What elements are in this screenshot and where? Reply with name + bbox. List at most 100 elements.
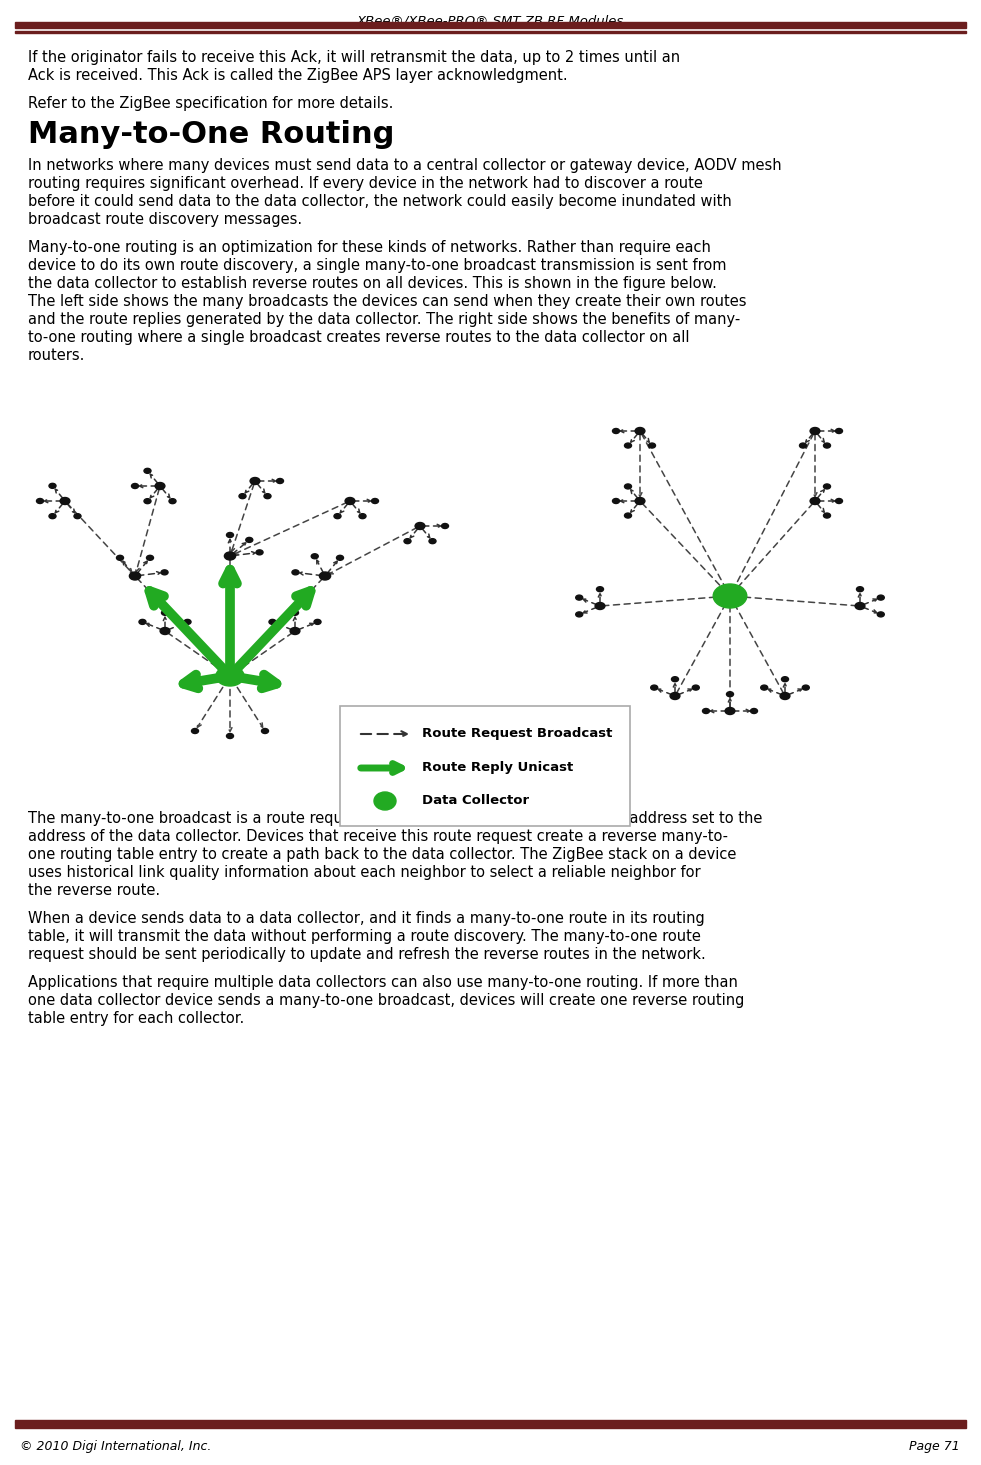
Text: Applications that require multiple data collectors can also use many-to-one rout: Applications that require multiple data … (28, 976, 738, 990)
Ellipse shape (314, 620, 321, 624)
Ellipse shape (702, 709, 709, 713)
Text: broadcast route discovery messages.: broadcast route discovery messages. (28, 212, 302, 227)
Ellipse shape (648, 442, 655, 448)
Ellipse shape (836, 498, 843, 504)
Ellipse shape (291, 611, 298, 615)
Text: request should be sent periodically to update and refresh the reverse routes in : request should be sent periodically to u… (28, 946, 705, 963)
Text: device to do its own route discovery, a single many-to-one broadcast transmissio: device to do its own route discovery, a … (28, 258, 727, 272)
Ellipse shape (216, 667, 244, 686)
Ellipse shape (725, 708, 735, 715)
Text: to-one routing where a single broadcast creates reverse routes to the data colle: to-one routing where a single broadcast … (28, 330, 690, 344)
Text: table, it will transmit the data without performing a route discovery. The many-: table, it will transmit the data without… (28, 929, 700, 943)
Ellipse shape (635, 428, 645, 435)
Ellipse shape (256, 549, 263, 555)
Ellipse shape (277, 479, 284, 483)
Text: Route Reply Unicast: Route Reply Unicast (422, 762, 573, 775)
Text: the reverse route.: the reverse route. (28, 883, 160, 898)
Text: When a device sends data to a data collector, and it finds a many-to-one route i: When a device sends data to a data colle… (28, 911, 704, 926)
Ellipse shape (227, 532, 233, 538)
Ellipse shape (877, 595, 884, 601)
Ellipse shape (320, 571, 331, 580)
Ellipse shape (429, 539, 436, 544)
Text: uses historical link quality information about each neighbor to select a reliabl: uses historical link quality information… (28, 864, 700, 880)
Ellipse shape (823, 442, 831, 448)
Text: routing requires significant overhead. If every device in the network had to dis: routing requires significant overhead. I… (28, 176, 702, 190)
Ellipse shape (625, 442, 632, 448)
Ellipse shape (670, 693, 680, 699)
Text: XBee®/XBee-PRO® SMT ZB RF Modules: XBee®/XBee-PRO® SMT ZB RF Modules (356, 15, 624, 28)
Ellipse shape (290, 627, 300, 634)
Ellipse shape (250, 478, 260, 485)
Ellipse shape (262, 728, 269, 734)
Ellipse shape (169, 498, 176, 504)
Ellipse shape (856, 586, 863, 592)
Ellipse shape (60, 498, 70, 504)
Text: Data Collector: Data Collector (422, 794, 529, 807)
Ellipse shape (131, 483, 138, 488)
Ellipse shape (225, 552, 235, 560)
Ellipse shape (155, 482, 165, 489)
Text: before it could send data to the data collector, the network could easily become: before it could send data to the data co… (28, 193, 732, 209)
Text: Route Request Broadcast: Route Request Broadcast (422, 728, 612, 740)
Ellipse shape (191, 728, 198, 734)
Text: Many-to-One Routing: Many-to-One Routing (28, 120, 394, 149)
Ellipse shape (802, 686, 809, 690)
Ellipse shape (345, 498, 355, 504)
Text: Ack is received. This Ack is called the ZigBee APS layer acknowledgment.: Ack is received. This Ack is called the … (28, 67, 568, 84)
Ellipse shape (415, 523, 425, 529)
FancyBboxPatch shape (340, 706, 630, 826)
Text: table entry for each collector.: table entry for each collector. (28, 1011, 244, 1026)
Ellipse shape (836, 428, 843, 434)
Ellipse shape (727, 691, 734, 697)
Ellipse shape (372, 498, 379, 504)
Bar (15, 22, 966, 28)
Ellipse shape (780, 693, 790, 699)
Ellipse shape (823, 483, 831, 489)
Text: © 2010 Digi International, Inc.: © 2010 Digi International, Inc. (20, 1440, 211, 1453)
Ellipse shape (800, 442, 806, 448)
Text: Page 71: Page 71 (909, 1440, 960, 1453)
Ellipse shape (782, 677, 789, 681)
Text: Refer to the ZigBee specification for more details.: Refer to the ZigBee specification for mo… (28, 97, 393, 111)
Ellipse shape (810, 498, 820, 504)
Text: and the route replies generated by the data collector. The right side shows the : and the route replies generated by the d… (28, 312, 741, 327)
Ellipse shape (625, 483, 632, 489)
Ellipse shape (576, 612, 583, 617)
Text: one data collector device sends a many-to-one broadcast, devices will create one: one data collector device sends a many-t… (28, 993, 745, 1008)
Text: routers.: routers. (28, 349, 85, 363)
Text: the data collector to establish reverse routes on all devices. This is shown in : the data collector to establish reverse … (28, 275, 717, 292)
Ellipse shape (612, 428, 619, 434)
Ellipse shape (292, 570, 299, 574)
Text: In networks where many devices must send data to a central collector or gateway : In networks where many devices must send… (28, 158, 782, 173)
Ellipse shape (117, 555, 124, 560)
Ellipse shape (625, 513, 632, 519)
Ellipse shape (246, 538, 253, 542)
Ellipse shape (311, 554, 318, 558)
Ellipse shape (74, 514, 81, 519)
Ellipse shape (161, 570, 168, 574)
Ellipse shape (162, 611, 169, 615)
Text: The left side shows the many broadcasts the devices can send when they create th: The left side shows the many broadcasts … (28, 294, 747, 309)
Ellipse shape (336, 555, 343, 560)
Ellipse shape (36, 498, 43, 504)
Ellipse shape (404, 539, 411, 544)
Ellipse shape (760, 686, 768, 690)
Text: The many-to-one broadcast is a route request message with the target discovery a: The many-to-one broadcast is a route req… (28, 812, 762, 826)
Ellipse shape (334, 514, 341, 519)
Ellipse shape (359, 514, 366, 519)
Ellipse shape (650, 686, 657, 690)
Ellipse shape (693, 686, 699, 690)
Text: one routing table entry to create a path back to the data collector. The ZigBee : one routing table entry to create a path… (28, 847, 737, 861)
Bar (15, 1423, 966, 1428)
Ellipse shape (596, 586, 603, 592)
Ellipse shape (595, 602, 605, 609)
Bar (15, 1420, 966, 1423)
Ellipse shape (49, 483, 56, 488)
Ellipse shape (269, 620, 276, 624)
Ellipse shape (239, 494, 246, 498)
Ellipse shape (129, 571, 140, 580)
Ellipse shape (144, 469, 151, 473)
Ellipse shape (374, 793, 396, 810)
Ellipse shape (576, 595, 583, 601)
Ellipse shape (227, 734, 233, 738)
